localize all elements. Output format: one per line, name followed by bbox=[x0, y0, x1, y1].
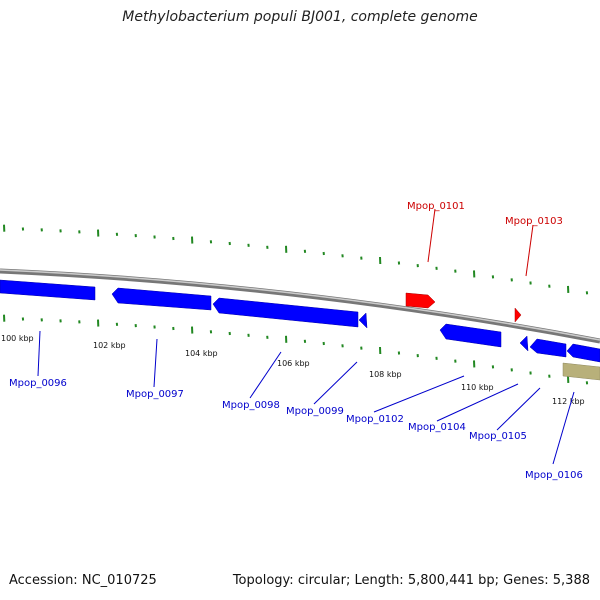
genome-backbone-highlight bbox=[0, 269, 600, 341]
label-leader-lines bbox=[37, 208, 575, 465]
map-title: Methylobacterium populi BJ001, complete … bbox=[122, 9, 478, 25]
gene-label-mpop-0105[interactable]: Mpop_0105 bbox=[469, 431, 527, 442]
gene-label-mpop-0103[interactable]: Mpop_0103 bbox=[505, 216, 563, 227]
gene-mpop-0105[interactable] bbox=[529, 338, 567, 358]
leader-mpop-0099 bbox=[313, 361, 358, 405]
reverse-strand-genes bbox=[0, 279, 600, 363]
genome-backbone bbox=[0, 268, 600, 344]
leader-mpop-0104 bbox=[436, 383, 519, 422]
leader-mpop-0106 bbox=[552, 391, 575, 465]
gene-mpop-0096[interactable] bbox=[0, 279, 96, 301]
gene-label-mpop-0097[interactable]: Mpop_0097 bbox=[126, 389, 184, 400]
leader-mpop-0096 bbox=[37, 330, 41, 377]
scale-label-112kbp: 112 kbp bbox=[552, 397, 585, 406]
scale-label-104kbp: 104 kbp bbox=[185, 349, 218, 358]
leader-mpop-0105 bbox=[496, 387, 541, 431]
rna-gene[interactable] bbox=[562, 362, 600, 381]
length-value: 5,800,441 bp bbox=[407, 573, 495, 588]
gene-mpop-0103[interactable] bbox=[514, 307, 522, 323]
accession-info: Accession: NC_010725 bbox=[9, 573, 157, 588]
gene-label-mpop-0098[interactable]: Mpop_0098 bbox=[222, 400, 280, 411]
topology-label: Topology: bbox=[232, 573, 294, 588]
scale-label-106kbp: 106 kbp bbox=[277, 359, 310, 368]
gene-mpop-0101[interactable] bbox=[405, 292, 436, 309]
gene-label-mpop-0102[interactable]: Mpop_0102 bbox=[346, 414, 404, 425]
gene-label-mpop-0096[interactable]: Mpop_0096 bbox=[9, 378, 67, 389]
scale-label-100kbp: 100 kbp bbox=[1, 334, 34, 343]
leader-mpop-0103 bbox=[525, 224, 534, 277]
scale-labels: 100 kbp 102 kbp 104 kbp 106 kbp 108 kbp … bbox=[1, 334, 585, 406]
topology-value: circular bbox=[297, 573, 346, 588]
genome-summary: Topology: circular; Length: 5,800,441 bp… bbox=[232, 573, 590, 588]
leader-mpop-0097 bbox=[153, 338, 158, 388]
forward-strand-genes bbox=[405, 292, 522, 323]
gene-mpop-0098[interactable] bbox=[212, 297, 359, 328]
gene-mpop-0106-part[interactable] bbox=[566, 343, 600, 363]
genes-label: Genes: bbox=[503, 573, 549, 588]
gene-mpop-0099[interactable] bbox=[358, 312, 368, 329]
scale-label-110kbp: 110 kbp bbox=[461, 383, 494, 392]
gene-labels: Mpop_0096 Mpop_0097 Mpop_0098 Mpop_0099 … bbox=[9, 201, 583, 481]
leader-mpop-0098 bbox=[249, 351, 282, 399]
inner-tick-ring bbox=[3, 314, 589, 385]
outer-tick-ring bbox=[3, 224, 589, 295]
leader-mpop-0102 bbox=[373, 375, 465, 413]
accession-label: Accession: bbox=[9, 573, 78, 588]
gene-label-mpop-0104[interactable]: Mpop_0104 bbox=[408, 422, 466, 433]
accession-value: NC_010725 bbox=[81, 573, 157, 588]
gene-mpop-0097[interactable] bbox=[111, 287, 212, 311]
length-label: Length: bbox=[354, 573, 404, 588]
gene-mpop-0104[interactable] bbox=[519, 335, 529, 352]
scale-label-108kbp: 108 kbp bbox=[369, 370, 402, 379]
gene-mpop-0102[interactable] bbox=[439, 323, 502, 348]
leader-mpop-0101 bbox=[427, 208, 436, 263]
gene-label-mpop-0106[interactable]: Mpop_0106 bbox=[525, 470, 583, 481]
gene-label-mpop-0099[interactable]: Mpop_0099 bbox=[286, 406, 344, 417]
scale-label-102kbp: 102 kbp bbox=[93, 341, 126, 350]
genes-value: 5,388 bbox=[552, 573, 590, 588]
gene-label-mpop-0101[interactable]: Mpop_0101 bbox=[407, 201, 465, 212]
